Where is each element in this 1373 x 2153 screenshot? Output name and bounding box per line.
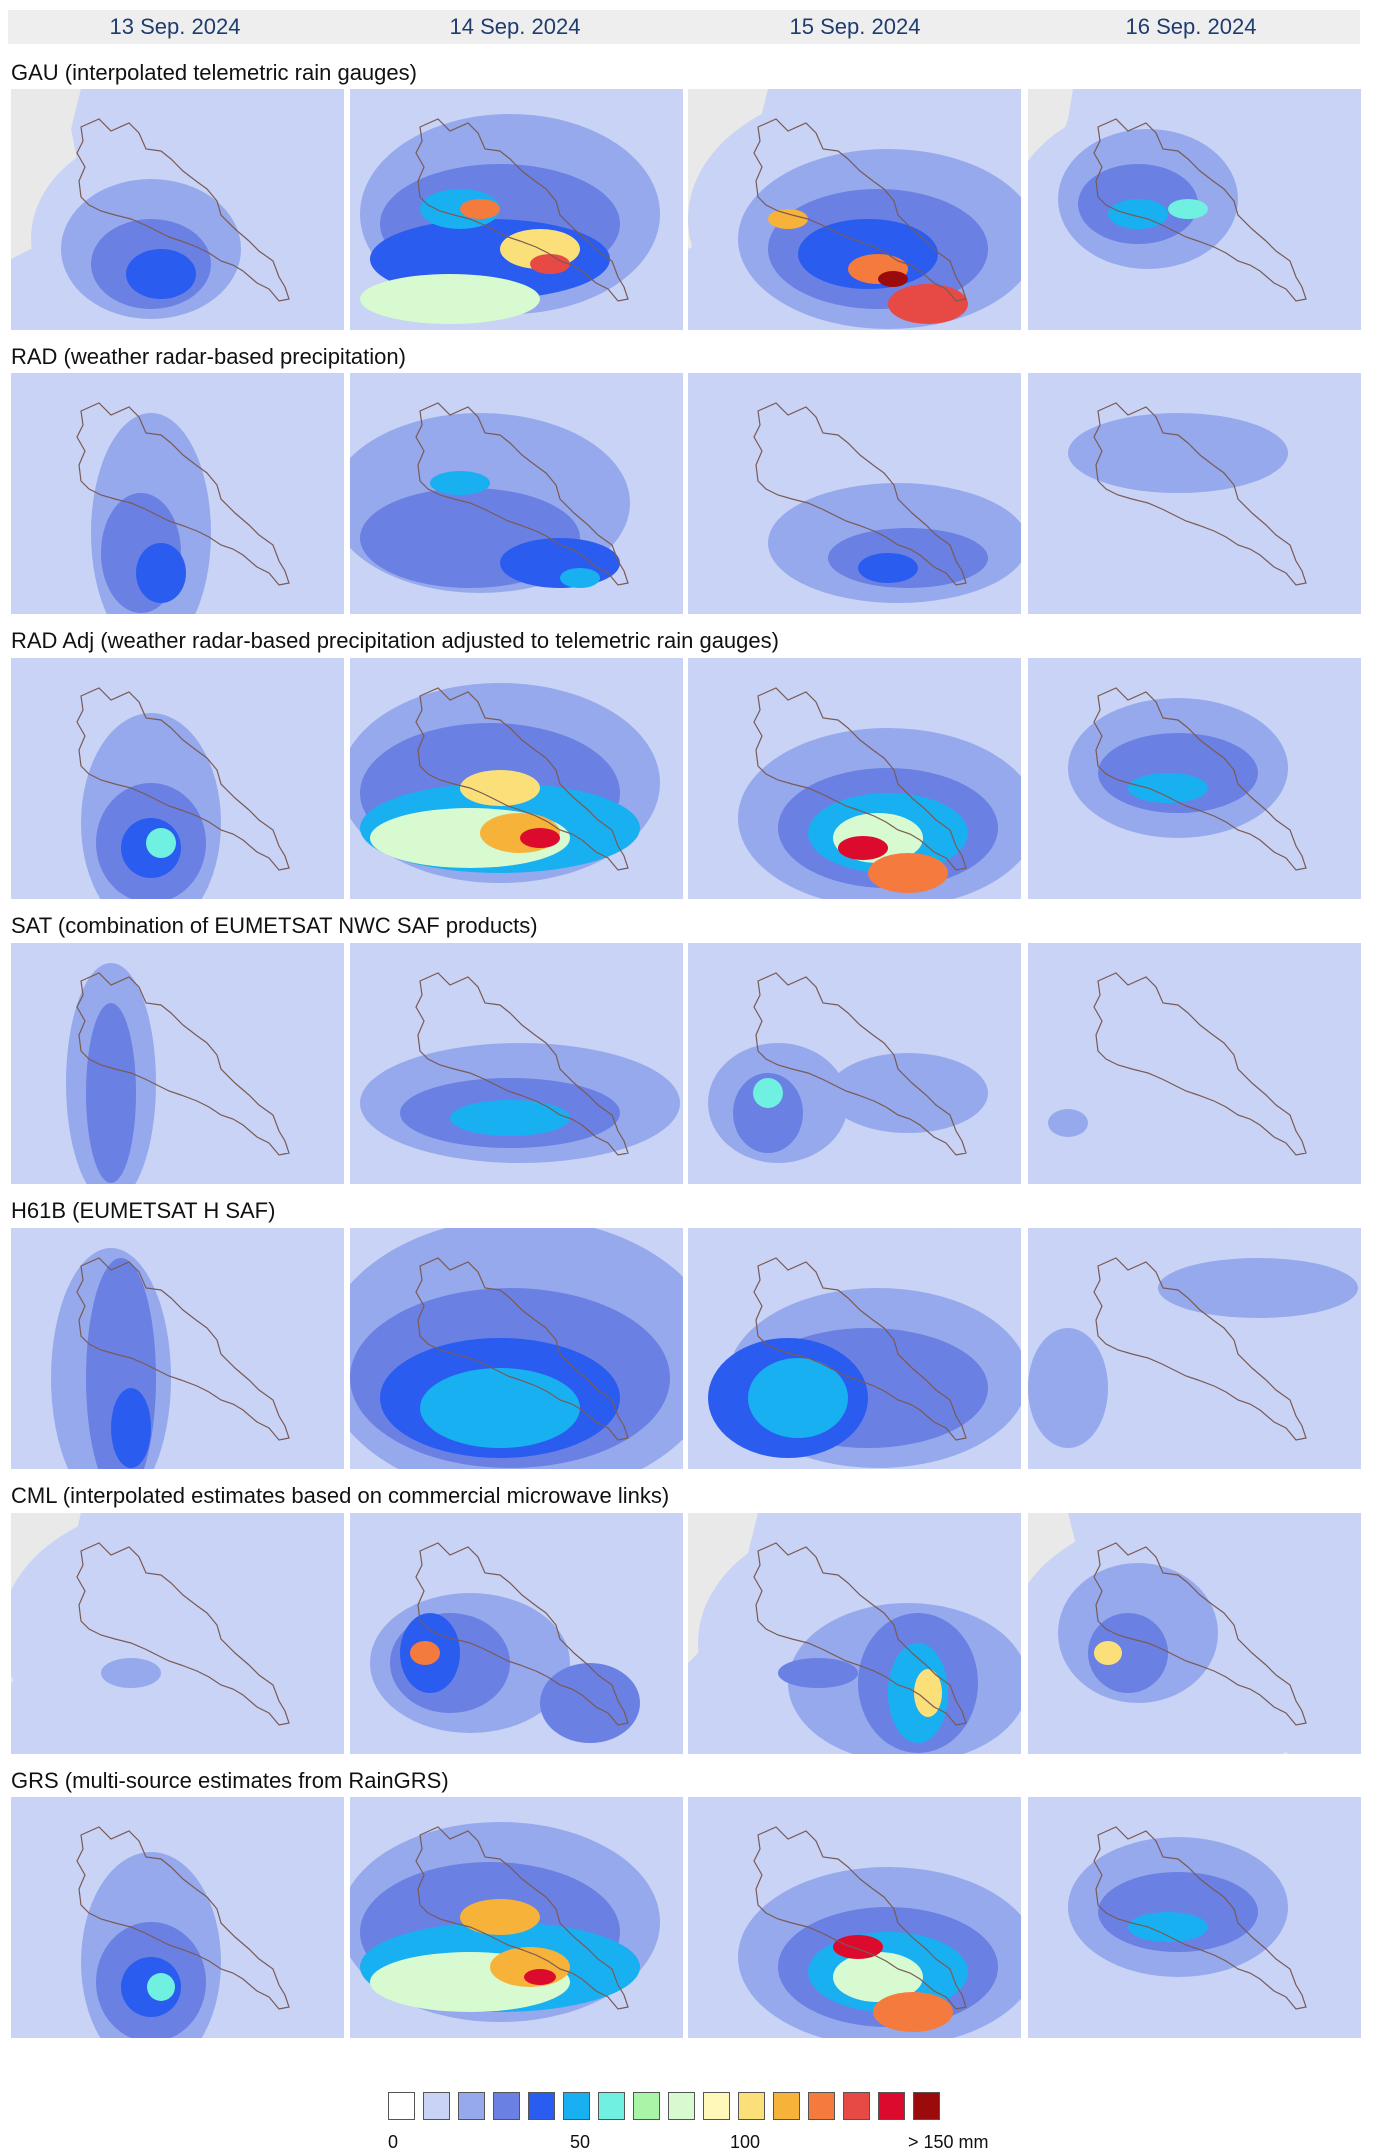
map-panel-r2-c3 [688, 373, 1021, 614]
map-panel-r2-c4 [1028, 373, 1361, 614]
date-label-4: 16 Sep. 2024 [1125, 14, 1257, 39]
row-title-rad-adj: RAD Adj (weather radar-based precipitati… [11, 628, 779, 653]
country-boundary [76, 687, 290, 871]
map-panel-r6-c2 [350, 1513, 683, 1754]
legend-tick-50: 50 [570, 2132, 591, 2152]
legend-color-6 [598, 2092, 625, 2120]
country-boundary [415, 687, 629, 871]
legend-color-14 [878, 2092, 905, 2120]
map-panel-r6-c4 [1028, 1513, 1361, 1754]
legend-color-11 [773, 2092, 800, 2120]
legend-color-8 [668, 2092, 695, 2120]
map-panel-r5-c2 [350, 1228, 683, 1469]
map-panel-r1-c1 [11, 89, 344, 330]
map-panel-r4-c1 [11, 943, 344, 1184]
legend-color-5 [563, 2092, 590, 2120]
map-panel-r6-c1 [11, 1513, 344, 1754]
legend-color-1 [423, 2092, 450, 2120]
country-boundary [76, 402, 290, 586]
legend-tick-150: > 150 mm [908, 2132, 989, 2152]
country-boundary [76, 118, 290, 302]
country-boundary [76, 1826, 290, 2010]
map-panel-r5-c3 [688, 1228, 1021, 1469]
map-panel-r5-c1 [11, 1228, 344, 1469]
map-panel-r3-c4 [1028, 658, 1361, 899]
row-title-gau: GAU (interpolated telemetric rain gauges… [11, 60, 417, 85]
legend-color-9 [703, 2092, 730, 2120]
country-boundary [76, 1257, 290, 1441]
country-boundary [1093, 687, 1307, 871]
map-panel-r7-c3 [688, 1797, 1021, 2038]
country-boundary [1093, 402, 1307, 586]
country-boundary [1093, 1542, 1307, 1726]
legend-color-3 [493, 2092, 520, 2120]
row-title-grs: GRS (multi-source estimates from RainGRS… [11, 1768, 449, 1793]
legend-color-12 [808, 2092, 835, 2120]
country-boundary [415, 118, 629, 302]
date-header-bar: 13 Sep. 2024 14 Sep. 2024 15 Sep. 2024 1… [8, 10, 1360, 44]
map-panel-r3-c2 [350, 658, 683, 899]
country-boundary [415, 1257, 629, 1441]
country-boundary [753, 1826, 967, 2010]
country-boundary [1093, 1257, 1307, 1441]
country-boundary [753, 118, 967, 302]
map-panel-r4-c2 [350, 943, 683, 1184]
country-boundary [415, 972, 629, 1156]
map-panel-r3-c1 [11, 658, 344, 899]
legend-color-10 [738, 2092, 765, 2120]
country-boundary [1093, 972, 1307, 1156]
map-panel-r1-c2 [350, 89, 683, 330]
map-panel-r4-c3 [688, 943, 1021, 1184]
country-boundary [753, 1257, 967, 1441]
country-boundary [1093, 118, 1307, 302]
map-panel-r2-c1 [11, 373, 344, 614]
row-title-rad: RAD (weather radar-based precipitation) [11, 344, 406, 369]
country-boundary [1093, 1826, 1307, 2010]
row-title-h61b: H61B (EUMETSAT H SAF) [11, 1198, 276, 1223]
legend-tick-100: 100 [730, 2132, 761, 2152]
country-boundary [76, 1542, 290, 1726]
map-panel-r7-c4 [1028, 1797, 1361, 2038]
legend-color-7 [633, 2092, 660, 2120]
map-panel-r5-c4 [1028, 1228, 1361, 1469]
legend-color-4 [528, 2092, 555, 2120]
row-title-cml: CML (interpolated estimates based on com… [11, 1483, 670, 1508]
country-boundary [753, 687, 967, 871]
country-boundary [415, 402, 629, 586]
country-boundary [753, 402, 967, 586]
map-panel-r7-c1 [11, 1797, 344, 2038]
row-title-sat: SAT (combination of EUMETSAT NWC SAF pro… [11, 913, 538, 938]
map-panel-r1-c4 [1028, 89, 1361, 330]
legend-tick-0: 0 [388, 2132, 399, 2152]
legend-color-15 [913, 2092, 940, 2120]
map-panel-r7-c2 [350, 1797, 683, 2038]
map-panel-r4-c4 [1028, 943, 1361, 1184]
legend-color-2 [458, 2092, 485, 2120]
map-panel-r6-c3 [688, 1513, 1021, 1754]
country-boundary [415, 1826, 629, 2010]
country-boundary [76, 972, 290, 1156]
date-label-3: 15 Sep. 2024 [789, 14, 921, 39]
legend-color-13 [843, 2092, 870, 2120]
map-panel-r1-c3 [688, 89, 1021, 330]
map-panel-r2-c2 [350, 373, 683, 614]
date-label-2: 14 Sep. 2024 [449, 14, 581, 39]
date-label-1: 13 Sep. 2024 [109, 14, 241, 39]
map-panel-r3-c3 [688, 658, 1021, 899]
legend-color-0 [388, 2092, 415, 2120]
country-boundary [753, 1542, 967, 1726]
country-boundary [415, 1542, 629, 1726]
country-boundary [753, 972, 967, 1156]
